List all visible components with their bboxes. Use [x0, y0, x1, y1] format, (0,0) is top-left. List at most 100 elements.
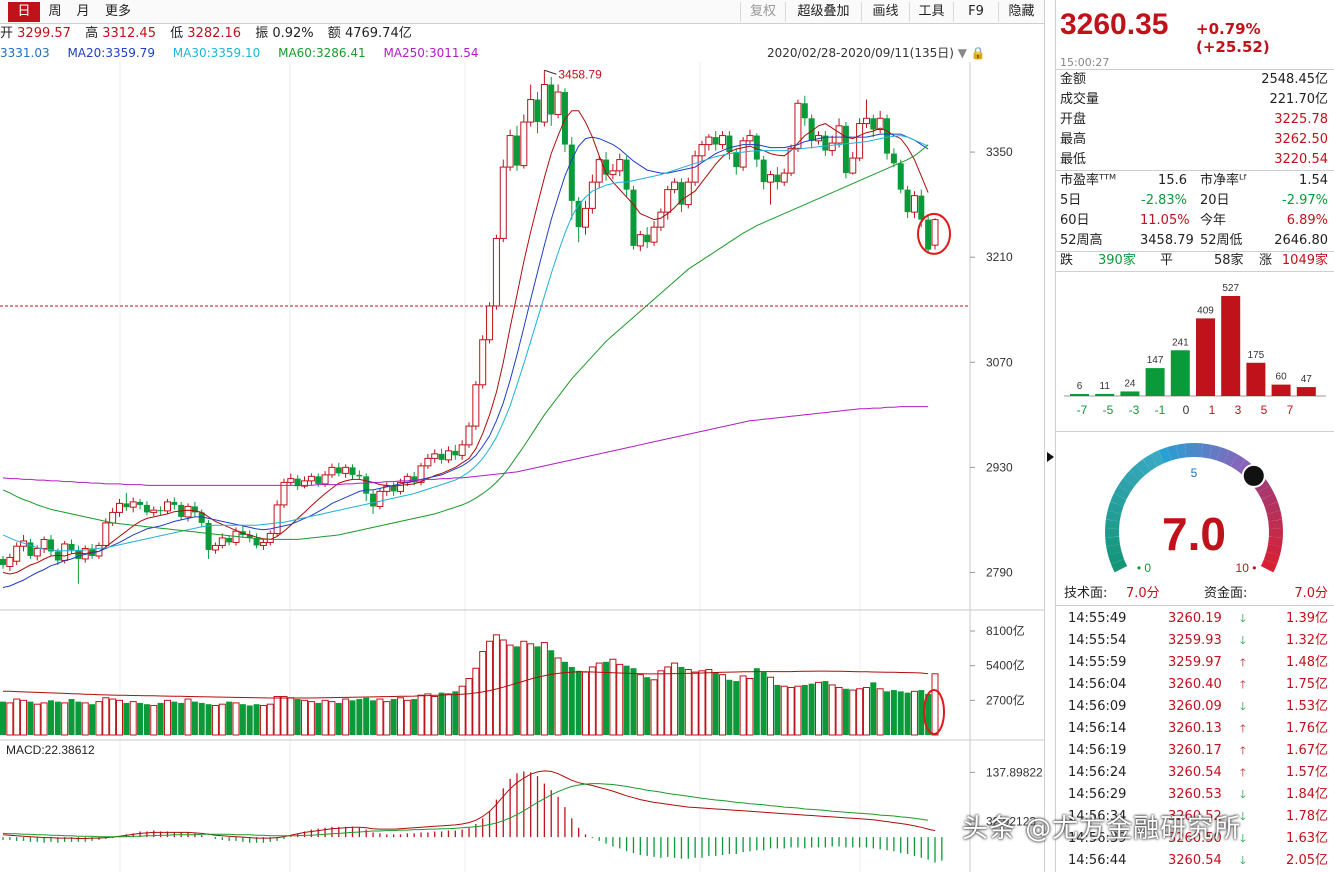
- draw-line-button[interactable]: 画线: [861, 2, 909, 22]
- date-range[interactable]: 2020/02/28-2020/09/11(135日) ▼ 🔒: [767, 46, 986, 60]
- volume-bar: [205, 704, 212, 735]
- candle-body: [650, 226, 658, 243]
- toolbar: 日 周 月 更多 复权 超级叠加 画线 工具 F9 隐藏: [0, 0, 1044, 24]
- hide-button[interactable]: 隐藏: [998, 2, 1044, 22]
- kline-charts[interactable]: 3350 3210 3070 2930 2790 3458.79 8100亿 5400亿 270…: [0, 62, 1044, 872]
- volume-bar: [273, 695, 281, 736]
- tick-time: 14:56:34: [1068, 809, 1127, 824]
- candle-body: [884, 118, 891, 154]
- return-60-ytd-row: 60日 11.05% 今年 6.89%: [1060, 213, 1328, 228]
- candle-body: [671, 181, 679, 191]
- candle-body: [411, 476, 418, 483]
- volume-bar: [81, 702, 89, 736]
- volume-bar: [123, 702, 130, 735]
- gauge-arc-segment: [1260, 558, 1278, 573]
- volume-bar: [774, 684, 781, 735]
- volume-bar: [849, 689, 857, 736]
- tools-button[interactable]: 工具: [909, 2, 953, 22]
- collapse-arrow-icon[interactable]: [1047, 452, 1054, 462]
- adjust-button[interactable]: 复权: [740, 2, 785, 22]
- macd-dea-line: [2, 783, 929, 838]
- distribution-bar: [1170, 350, 1190, 396]
- volume-bar: [808, 683, 815, 735]
- volume-bar: [644, 677, 651, 735]
- volume-bar: [904, 692, 911, 735]
- volume-bar: [376, 698, 384, 736]
- volume-bar: [253, 704, 260, 735]
- volume-bar: [444, 693, 452, 736]
- period-month-tab[interactable]: 月: [76, 4, 90, 19]
- period-week-tab[interactable]: 周: [48, 4, 62, 19]
- candle-body: [780, 172, 788, 183]
- candle-body: [137, 501, 144, 505]
- tick-volume: 1.67亿: [1286, 743, 1328, 758]
- candle-body: [664, 189, 672, 213]
- distribution-value-label: 409: [1197, 305, 1214, 316]
- candle-body: [6, 556, 14, 567]
- tick-row: 14:56:24 3260.54 🡑 1.57亿: [1056, 762, 1334, 784]
- price-tick-label: 3210: [986, 250, 1013, 264]
- tick-time: 14:55:59: [1068, 655, 1127, 670]
- candle-body: [280, 481, 288, 506]
- tick-price: 3260.09: [1168, 699, 1222, 714]
- gauge-arc-segment: [1158, 447, 1172, 464]
- volume-bar: [801, 684, 808, 735]
- candle-body: [808, 118, 815, 141]
- distribution-category-label: 0: [1183, 403, 1190, 417]
- volume-bar: [739, 675, 747, 736]
- f9-button[interactable]: F9: [953, 2, 998, 22]
- candle-body: [897, 163, 904, 190]
- volume-bar: [226, 701, 233, 735]
- candle-body: [678, 182, 685, 205]
- volume-bar: [178, 702, 185, 735]
- candle-body: [444, 450, 452, 461]
- volume-bar: [870, 682, 877, 735]
- ma250-legend: MA250:3011.54: [383, 46, 479, 60]
- candle-body: [705, 136, 713, 146]
- score-row: 技术面: 7.0分 资金面: 7.0分: [1064, 586, 1328, 601]
- volume-bar: [335, 702, 342, 735]
- candle-body: [356, 474, 363, 477]
- ma-line-ma20: [2, 133, 929, 588]
- distribution-bar: [1221, 296, 1241, 396]
- volume-bar: [6, 702, 14, 736]
- tick-volume: 1.32亿: [1286, 633, 1328, 648]
- volume-bar: [424, 693, 432, 736]
- candle-body: [123, 503, 130, 508]
- candle-body: [520, 121, 528, 167]
- gauge-arc-segment: [1110, 558, 1128, 573]
- gauge-arc-segment: [1216, 447, 1230, 464]
- period-day-tab[interactable]: 日: [8, 2, 40, 22]
- distribution-category-label: -3: [1129, 403, 1140, 417]
- tick-row: 14:55:54 3259.93 🡓 1.32亿: [1056, 630, 1334, 652]
- gauge-arc-segment: [1263, 551, 1280, 565]
- candle-body: [226, 537, 233, 543]
- tick-time: 14:56:14: [1068, 721, 1127, 736]
- candle-body: [534, 99, 541, 123]
- tick-time: 14:56:29: [1068, 787, 1127, 802]
- tick-volume: 1.78亿: [1286, 809, 1328, 824]
- gauge-arc-segment: [1167, 444, 1179, 461]
- volume-bar: [363, 697, 370, 735]
- volume-bar: [356, 699, 363, 735]
- volume-bar: [492, 634, 500, 736]
- volume-bar: [719, 674, 727, 736]
- candle-body: [417, 465, 425, 483]
- panel-splitter[interactable]: [1044, 0, 1056, 872]
- tick-volume: 1.39亿: [1286, 611, 1328, 626]
- volume-bar: [328, 701, 336, 736]
- volume-bar: [815, 681, 822, 736]
- volume-bar: [452, 691, 459, 735]
- gauge-arc-segment: [1105, 519, 1120, 530]
- tick-time: 14:56:19: [1068, 743, 1127, 758]
- tick-price: 3260.52: [1168, 809, 1222, 824]
- candle-body: [75, 549, 82, 559]
- gauge-arc-segment: [1105, 536, 1121, 547]
- ma-line-ma30: [2, 135, 929, 552]
- period-more-tab[interactable]: 更多: [104, 4, 131, 19]
- candle-body: [198, 512, 205, 523]
- return-5-20-row: 5日 -2.83% 20日 -2.97%: [1060, 193, 1328, 208]
- candle-body: [554, 91, 562, 116]
- tick-volume: 1.76亿: [1286, 721, 1328, 736]
- overlay-button[interactable]: 超级叠加: [785, 2, 861, 22]
